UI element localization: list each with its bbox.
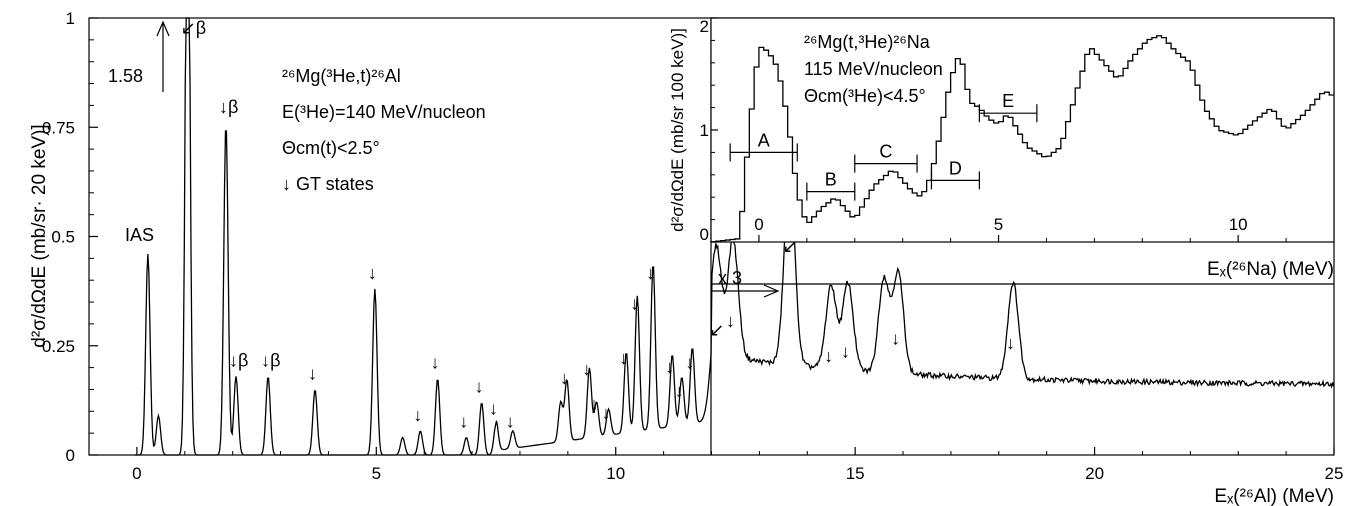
peak-marker-label: ↓	[582, 359, 591, 379]
peak-marker-label: ↓	[619, 348, 628, 368]
x-tick-label: 10	[606, 464, 625, 483]
inset-legend-energy: 115 MeV/nucleon	[804, 59, 943, 79]
peak-marker-label: ↓β	[219, 97, 238, 117]
peak-marker-label: ↓	[685, 353, 694, 373]
peak-marker-label: ↓	[459, 412, 468, 432]
peak-marker-label: ↓	[665, 357, 674, 377]
peak-marker-label: ↓	[413, 405, 422, 425]
peak-marker-label: ↓	[489, 398, 498, 418]
scale-factor-arrow-head	[763, 284, 780, 298]
legend-energy: E(³He)=140 MeV/nucleon	[282, 102, 486, 122]
inset-x-tick-label: 5	[994, 215, 1003, 234]
peak-marker-label: ↓	[824, 346, 833, 366]
inset-region-markers: A B C D E	[729, 91, 1038, 201]
main-y-axis-label: d²σ/dΩdE (mb/sr· 20 keV)]	[29, 124, 50, 347]
ias-label: IAS	[125, 225, 154, 245]
peak-marker-label: ↓	[726, 311, 735, 331]
peak-marker-label: ↓β	[261, 350, 280, 370]
legend-reaction: ²⁶Mg(³He,t)²⁶Al	[282, 66, 401, 86]
peak-marker-label: ↓β	[229, 350, 248, 370]
peak-marker-label: ↓	[560, 368, 569, 388]
peak-marker-label: ↓	[630, 294, 639, 314]
x-tick-label: 25	[1325, 464, 1344, 483]
peak-marker-label: ↓	[475, 377, 484, 397]
inset-plot-frame	[710, 17, 1335, 243]
peak-value-label: 1.58	[108, 66, 143, 86]
peak-marker-label: ↓	[308, 363, 317, 383]
peak-marker-label: ↓	[602, 403, 611, 423]
peak-marker-label: ↓	[891, 328, 900, 348]
main-spectrum-line	[134, 17, 1335, 456]
inset-spectrum-line	[711, 35, 1334, 243]
peak-marker-label: ↓	[431, 353, 440, 373]
y-tick-label: 0.5	[51, 228, 75, 247]
region-label: E	[1002, 91, 1014, 111]
peak-marker-label: ↙β	[181, 18, 206, 38]
peak-marker-label: ↓	[368, 263, 377, 283]
main-peak-markers: ↙β↓β↓β ↓β↓↓↓↓↓↓↓↓↓ ↓↓ ↓↓↓↓↓↓↓↙ ↓↙↓ ↓↓ ↓	[181, 18, 1016, 432]
main-x-axis-label: Eₓ(²⁶Al) (MeV)	[1214, 486, 1334, 506]
peak-marker-label: ↓	[1006, 333, 1015, 353]
peak-marker-label: ↓	[506, 412, 515, 432]
off-scale-arrow-head	[156, 20, 170, 37]
x-tick-label: 20	[1085, 464, 1104, 483]
region-label: A	[758, 130, 770, 150]
peak-marker-label: ↓	[675, 381, 684, 401]
x-tick-label: 5	[372, 464, 381, 483]
peak-marker-label: ↓	[841, 342, 850, 362]
y-tick-label: 0	[66, 446, 75, 465]
inset-legend: ²⁶Mg(t,³He)²⁶Na 115 MeV/nucleon Θcm(³He)…	[804, 32, 943, 106]
inset-y-tick-label: 1	[700, 121, 709, 140]
y-tick-label: 0.25	[42, 337, 75, 356]
inset-x-tick-label: 0	[754, 215, 763, 234]
scale-factor-label: x 3	[718, 268, 742, 288]
main-legend: ²⁶Mg(³He,t)²⁶Al E(³He)=140 MeV/nucleon Θ…	[282, 66, 486, 194]
region-label: D	[949, 158, 962, 178]
inset-legend-reaction: ²⁶Mg(t,³He)²⁶Na	[804, 32, 931, 52]
y-tick-label: 1	[66, 9, 75, 28]
peak-marker-label: ↓	[646, 263, 655, 283]
peak-marker-label: ↙	[709, 320, 724, 340]
region-label: C	[879, 142, 892, 162]
inset-y-tick-label: 0	[700, 225, 709, 244]
x-tick-label: 0	[132, 464, 141, 483]
inset-y-tick-label: 2	[700, 17, 709, 36]
y-tick-label: 0.75	[42, 118, 75, 137]
peak-marker-label: ↓	[590, 394, 599, 414]
region-label: B	[825, 170, 837, 190]
inset-legend-angle: Θcm(³He)<4.5°	[804, 86, 926, 106]
legend-angle: Θcm(t)<2.5°	[282, 138, 380, 158]
inset-x-tick-label: 10	[1229, 215, 1248, 234]
inset-y-axis-label: d²σ/dΩdE (mb/sr 100 keV)]	[668, 28, 687, 232]
inset-x-axis-label: Eₓ(²⁶Na) (MeV)	[1207, 259, 1334, 280]
legend-gt-states: ↓ GT states	[282, 174, 374, 194]
x-tick-label: 15	[846, 464, 865, 483]
